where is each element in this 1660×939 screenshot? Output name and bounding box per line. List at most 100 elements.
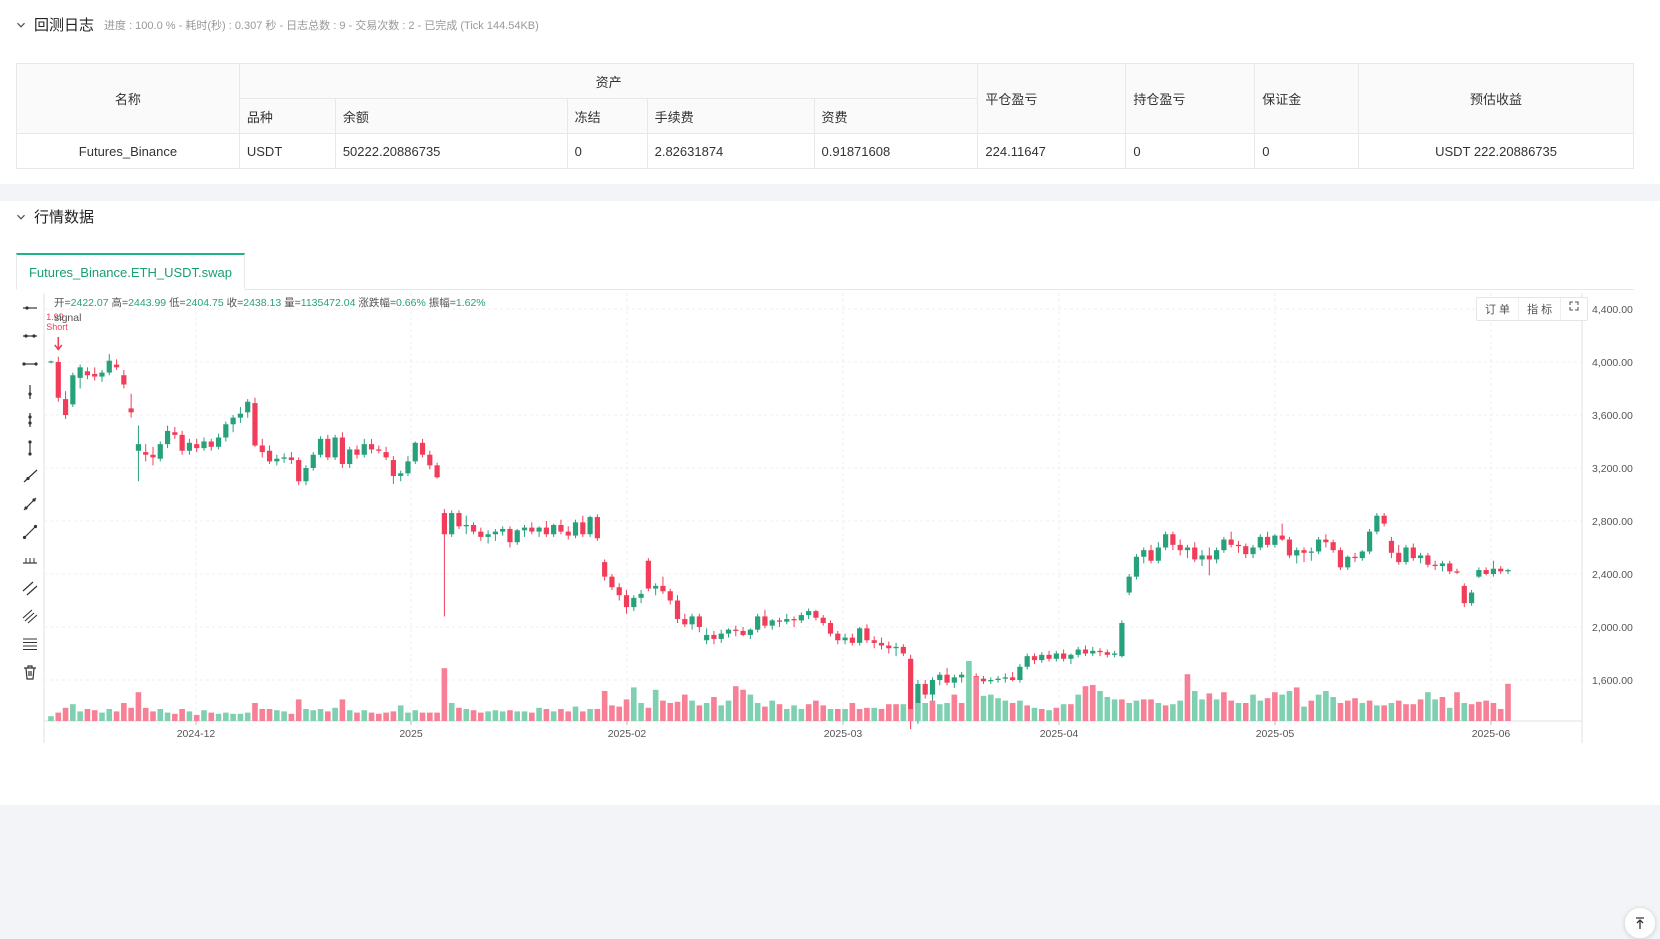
candle-body	[194, 444, 200, 449]
volume-bar	[791, 705, 797, 721]
candle-body	[1483, 570, 1489, 574]
log-header[interactable]: 回测日志 进度 : 100.0 % - 耗时(秒) : 0.307 秒 - 日志…	[16, 14, 539, 35]
y-tick-label: 2,400.00	[1592, 569, 1633, 581]
cell-balance: 50222.20886735	[334, 133, 568, 169]
trash-icon[interactable]	[18, 660, 42, 684]
vertical-segment-icon[interactable]	[18, 408, 42, 432]
volume-bar	[1366, 700, 1373, 721]
volume-bar	[514, 711, 521, 721]
cell-est-profit: USDT 222.20886735	[1358, 133, 1634, 169]
fibonacci-lines-icon[interactable]	[18, 604, 42, 628]
volume-bar	[405, 712, 411, 721]
volume-bar	[1330, 697, 1336, 721]
fullscreen-icon[interactable]	[1569, 301, 1579, 311]
cell-realized-pnl: 224.11647	[977, 133, 1127, 169]
volume-bar	[70, 704, 76, 721]
candle-body	[1235, 544, 1242, 547]
chevron-down-icon[interactable]	[16, 20, 26, 30]
market-header[interactable]: 行情数据	[16, 206, 94, 227]
volume-bar	[201, 710, 207, 721]
candle-body	[1192, 547, 1198, 560]
candle-body	[937, 674, 943, 680]
candle-body	[543, 527, 549, 535]
volume-bar	[1111, 699, 1118, 721]
volume-bar	[77, 711, 83, 721]
volume-bar	[448, 703, 455, 721]
candlestick-chart[interactable]: 4,400.00 4,000.00 3,600.00 3,200.00 2,800.00…	[0, 201, 1660, 805]
candle-body	[237, 413, 244, 418]
candle-body	[1155, 547, 1161, 561]
open-label: 开=	[54, 297, 71, 309]
candle-body	[959, 674, 965, 678]
candle-body	[92, 373, 98, 377]
vertical-line-icon[interactable]	[18, 436, 42, 460]
volume-bar	[732, 686, 739, 721]
trend-segment-icon[interactable]	[18, 492, 42, 516]
vertical-ray-icon[interactable]	[18, 380, 42, 404]
price-channel-icon[interactable]	[18, 548, 42, 572]
candle-body	[740, 630, 746, 635]
volume-bar	[48, 716, 54, 721]
orders-button[interactable]: 订 单	[1477, 298, 1520, 320]
volume-bar	[1432, 699, 1438, 721]
candle-body	[1082, 649, 1089, 654]
symbol-tabs: Futures_Binance.ETH_USDT.swap	[16, 253, 1634, 290]
horizontal-segment-icon[interactable]	[18, 324, 42, 348]
candle-body	[558, 524, 564, 532]
candle-body	[1112, 653, 1118, 655]
indicators-button[interactable]: 指 标	[1519, 298, 1562, 320]
volume-bar	[565, 711, 572, 721]
close-label: 收=	[226, 297, 244, 309]
col-symbol: 品种	[238, 98, 336, 134]
volume-bar	[1417, 699, 1424, 721]
volume-bar	[485, 711, 491, 721]
volume-bar	[135, 692, 142, 721]
chevron-down-icon[interactable]	[16, 212, 26, 222]
cell-name: Futures_Binance	[16, 133, 240, 169]
volume-bar	[936, 704, 943, 721]
volume-bar	[390, 711, 397, 721]
col-name: 名称	[16, 63, 240, 134]
horizontal-ray-icon[interactable]	[18, 296, 42, 320]
cell-symbol: USDT	[238, 133, 336, 169]
candle-body	[1425, 555, 1431, 565]
fibonacci-retracement-icon[interactable]	[18, 632, 42, 656]
volume-bar	[1060, 704, 1067, 721]
trend-line-icon[interactable]	[18, 520, 42, 544]
col-asset: 资产	[238, 63, 979, 99]
signal-legend[interactable]: signal	[54, 312, 82, 324]
volume-bar	[1009, 703, 1016, 721]
parallel-lines-icon[interactable]	[18, 576, 42, 600]
volume-bar	[499, 711, 506, 721]
volume-bar	[470, 710, 477, 721]
tab-eth-usdt-swap[interactable]: Futures_Binance.ETH_USDT.swap	[16, 253, 245, 290]
volume-bar	[871, 707, 878, 721]
volume-value: 1135472.04	[300, 297, 356, 309]
volume-bar	[1323, 691, 1329, 721]
candle-body	[441, 513, 447, 535]
volume-bar	[1425, 692, 1431, 721]
volume-bar	[1505, 683, 1511, 721]
trend-ray-icon[interactable]	[18, 464, 42, 488]
arrow-up-icon	[1636, 917, 1644, 929]
chart-controls: 订 单 指 标	[1476, 297, 1589, 321]
fullscreen-button[interactable]	[1561, 298, 1587, 320]
volume-bar	[580, 711, 586, 721]
horizontal-line-icon[interactable]	[18, 352, 42, 376]
x-tick-label: 2025-04	[1040, 728, 1079, 740]
candle-body	[1294, 550, 1300, 556]
candle-body	[1039, 654, 1045, 661]
candle-body	[281, 457, 287, 459]
col-fee: 手续费	[646, 98, 815, 134]
candle-body	[1068, 654, 1074, 659]
candle-body	[1264, 536, 1271, 545]
candle-body	[1468, 592, 1475, 604]
volume-bar	[652, 689, 659, 721]
volume-bar	[929, 700, 936, 721]
volume-bar	[1162, 705, 1169, 721]
candle-body	[871, 640, 877, 643]
scroll-to-top-button[interactable]	[1624, 907, 1656, 939]
amplitude-value: 1.62%	[455, 297, 486, 309]
candle-body	[478, 531, 484, 537]
volume-bar	[55, 712, 62, 721]
